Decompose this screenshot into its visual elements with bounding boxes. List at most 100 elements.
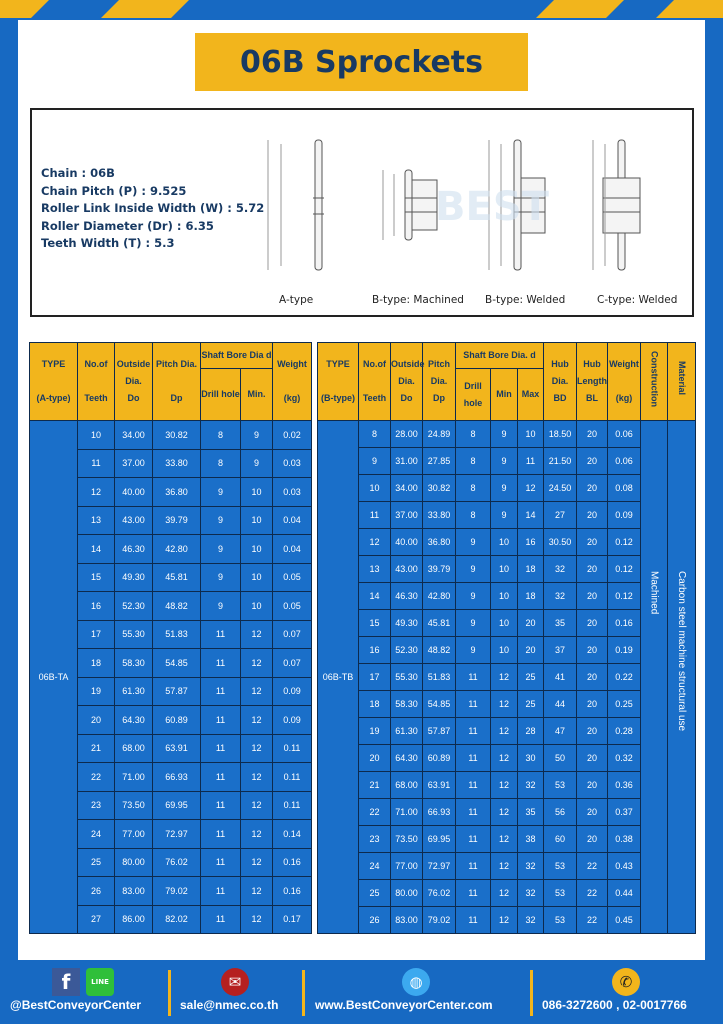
table-cell: 48.82 xyxy=(152,591,201,621)
label-c-welded: C-type: Welded xyxy=(597,294,678,306)
table-cell: 33.80 xyxy=(422,501,456,529)
table-cell: 50 xyxy=(543,744,578,772)
table-cell: 80.00 xyxy=(114,847,153,877)
table-row: 21 68.00 63.91 11 12 32 53 20 0.36 xyxy=(318,771,696,799)
table-cell: 32 xyxy=(516,879,545,907)
table-cell: 16 xyxy=(516,528,545,556)
table-cell: 28.00 xyxy=(390,420,423,448)
table-cell: 68.00 xyxy=(114,733,153,763)
table-row: 12 40.00 36.80 9 10 0.03 xyxy=(30,477,313,507)
label-b-welded: B-type: Welded xyxy=(485,294,566,306)
table-cell: 25 xyxy=(516,663,545,691)
table-cell: 31.00 xyxy=(390,447,423,475)
table-cell: 20 xyxy=(77,705,115,735)
table-cell: 11 xyxy=(200,705,241,735)
table-cell: 58.30 xyxy=(114,648,153,678)
table-cell: 11 xyxy=(200,847,241,877)
phone-numbers[interactable]: 086-3272600 , 02-0017766 xyxy=(542,998,687,1012)
table-cell: 12 xyxy=(490,771,518,799)
table-cell: 22 xyxy=(576,906,609,934)
table-cell: 12 xyxy=(490,906,518,934)
table-cell: 32 xyxy=(516,771,545,799)
facebook-icon[interactable]: f xyxy=(52,968,80,996)
table-cell: 11 xyxy=(455,879,491,907)
table-cell: 10 xyxy=(490,528,518,556)
table-cell: 60.89 xyxy=(422,744,456,772)
table-cell: 11 xyxy=(77,448,115,478)
social-handle[interactable]: @BestConveyorCenter xyxy=(10,998,142,1012)
table-cell: 0.22 xyxy=(607,663,642,691)
table-cell: 0.14 xyxy=(272,819,313,849)
table-cell: 15 xyxy=(77,562,115,592)
email-link[interactable]: sale@nmec.co.th xyxy=(180,998,279,1012)
table-cell: 64.30 xyxy=(114,705,153,735)
table-cell: 35 xyxy=(543,609,578,637)
table-cell: 55.30 xyxy=(114,619,153,649)
table-cell: 49.30 xyxy=(390,609,423,637)
table-cell: 22 xyxy=(576,852,609,880)
table-row: 17 55.30 51.83 11 12 0.07 xyxy=(30,619,313,649)
table-cell: 32 xyxy=(543,582,578,610)
table-cell: 66.93 xyxy=(422,798,456,826)
header-hub-dia: Hub Dia. BD xyxy=(543,342,578,421)
table-row: 15 49.30 45.81 9 10 20 35 20 0.16 xyxy=(318,609,696,637)
table-cell: 12 xyxy=(490,879,518,907)
table-row: 25 80.00 76.02 11 12 32 53 22 0.44 xyxy=(318,879,696,907)
table-cell: 69.95 xyxy=(422,825,456,853)
table-cell: 37.00 xyxy=(114,448,153,478)
table-cell: 22 xyxy=(77,762,115,792)
table-cell: 83.00 xyxy=(390,906,423,934)
table-cell: 12 xyxy=(239,648,274,678)
table-cell: 40.00 xyxy=(390,528,423,556)
table-cell: 8 xyxy=(455,420,491,448)
header-outside-dia: Outside Dia. Do xyxy=(390,342,425,421)
table-cell: 13 xyxy=(77,505,115,535)
table-cell: 12 xyxy=(490,852,518,880)
table-row: 13 43.00 39.79 9 10 0.04 xyxy=(30,505,313,535)
table-row: 19 61.30 57.87 11 12 28 47 20 0.28 xyxy=(318,717,696,745)
table-cell: 53 xyxy=(543,879,578,907)
table-cell: 0.45 xyxy=(607,906,642,934)
construction-cell: Machined xyxy=(640,420,669,934)
table-cell: 0.12 xyxy=(607,528,642,556)
table-cell: 12 xyxy=(490,825,518,853)
header-max: Max xyxy=(516,368,545,421)
website-link[interactable]: www.BestConveyorCenter.com xyxy=(315,998,493,1012)
material-cell: Carbon steel machine structural use xyxy=(667,420,697,934)
table-cell: 11 xyxy=(455,906,491,934)
header-shaft-bore: Shaft Bore Dia d xyxy=(199,342,274,369)
table-cell: 24.89 xyxy=(422,420,456,448)
label-b-machined: B-type: Machined xyxy=(372,294,464,306)
line-icon[interactable]: LINE xyxy=(86,968,114,996)
table-cell: 28 xyxy=(516,717,545,745)
watermark: BEST xyxy=(435,184,550,230)
table-cell: 39.79 xyxy=(152,505,201,535)
table-cell: 73.50 xyxy=(390,825,423,853)
table-cell: 25 xyxy=(77,847,115,877)
table-cell: 11 xyxy=(455,825,491,853)
table-cell: 11 xyxy=(200,648,241,678)
spec-pitch: Chain Pitch (P) : 9.525 xyxy=(41,183,187,198)
divider xyxy=(302,970,305,1016)
table-cell: 43.00 xyxy=(114,505,153,535)
table-cell: 18 xyxy=(516,582,545,610)
table-cell: 25 xyxy=(516,690,545,718)
table-cell: 36.80 xyxy=(422,528,456,556)
spec-roller-diameter: Roller Diameter (Dr) : 6.35 xyxy=(41,218,214,233)
table-row: 26 83.00 79.02 11 12 0.16 xyxy=(30,876,313,906)
table-cell: 63.91 xyxy=(422,771,456,799)
header-drill-hole: Drill hole xyxy=(455,368,491,421)
table-cell: 61.30 xyxy=(114,676,153,706)
table-row: 20 64.30 60.89 11 12 30 50 20 0.32 xyxy=(318,744,696,772)
table-cell: 20 xyxy=(576,825,609,853)
table-cell: 54.85 xyxy=(422,690,456,718)
table-cell: 11 xyxy=(516,447,545,475)
table-cell: 9 xyxy=(490,501,518,529)
table-cell: 11 xyxy=(455,663,491,691)
table-cell: 32 xyxy=(543,555,578,583)
table-cell: 20 xyxy=(516,609,545,637)
table-cell: 18.50 xyxy=(543,420,578,448)
table-cell: 79.02 xyxy=(152,876,201,906)
table-cell: 0.11 xyxy=(272,733,313,763)
table-cell: 11 xyxy=(200,762,241,792)
